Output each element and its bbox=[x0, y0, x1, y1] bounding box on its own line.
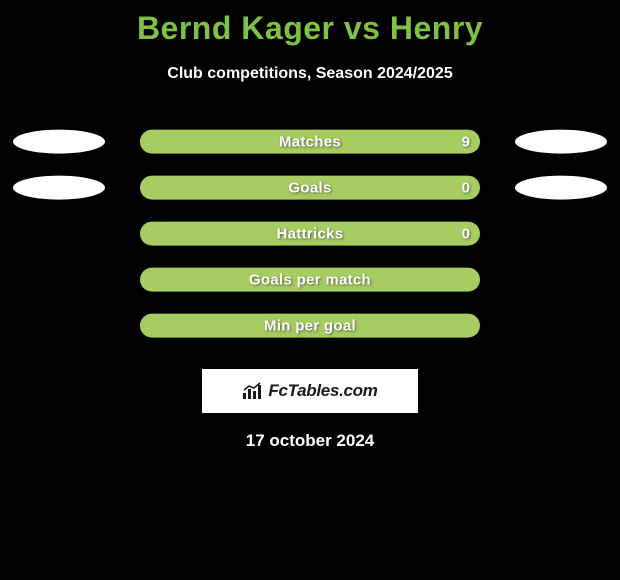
stat-row: Goals 0 bbox=[0, 167, 620, 213]
stat-row: Goals per match bbox=[0, 259, 620, 305]
stat-value: 0 bbox=[462, 179, 470, 196]
subtitle: Club competitions, Season 2024/2025 bbox=[0, 65, 620, 83]
chart-icon bbox=[242, 382, 264, 400]
stat-bar: Min per goal bbox=[140, 314, 480, 338]
stat-bar: Matches 9 bbox=[140, 130, 480, 154]
stat-label: Goals bbox=[288, 179, 331, 196]
stat-label: Hattricks bbox=[277, 225, 344, 242]
stat-bar: Goals 0 bbox=[140, 176, 480, 200]
stat-row: Matches 9 bbox=[0, 121, 620, 167]
stat-bar: Goals per match bbox=[140, 268, 480, 292]
page-title: Bernd Kager vs Henry bbox=[0, 0, 620, 47]
right-ellipse bbox=[515, 130, 607, 154]
stat-row: Min per goal bbox=[0, 305, 620, 351]
stats-container: Matches 9 Goals 0 Hattricks 0 Goals per match M… bbox=[0, 121, 620, 351]
logo-text: FcTables.com bbox=[268, 381, 377, 401]
logo-box: FcTables.com bbox=[202, 369, 418, 413]
stat-label: Min per goal bbox=[264, 317, 356, 334]
stat-label: Goals per match bbox=[249, 271, 371, 288]
date-text: 17 october 2024 bbox=[0, 431, 620, 451]
left-ellipse bbox=[13, 176, 105, 200]
right-ellipse bbox=[515, 176, 607, 200]
stat-value: 9 bbox=[462, 133, 470, 150]
stat-value: 0 bbox=[462, 225, 470, 242]
stat-label: Matches bbox=[279, 133, 341, 150]
stat-bar: Hattricks 0 bbox=[140, 222, 480, 246]
left-ellipse bbox=[13, 130, 105, 154]
stat-row: Hattricks 0 bbox=[0, 213, 620, 259]
